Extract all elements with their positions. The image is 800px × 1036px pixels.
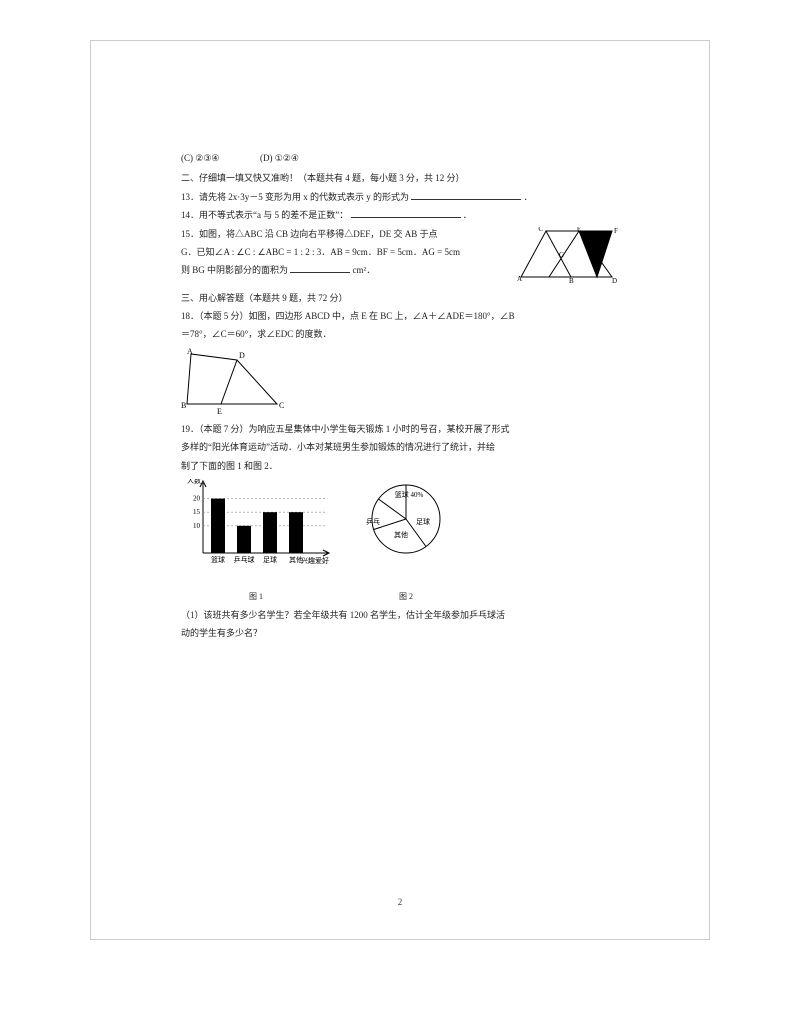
section-3-title: 三、用心解答题（本题共 9 题，共 72 分） [181,291,619,305]
q19-sub1a: （1）该班共有多少名学生？若全年级共有 1200 名学生，估计全年级参加乒乓球活 [181,608,619,622]
svg-text:篮球: 篮球 [211,555,225,564]
svg-text:兴趣爱好: 兴趣爱好 [301,556,329,565]
q14-text: 14．用不等式表示“a 与 5 的差不是正数”： [181,210,348,220]
q18-lbl-b: B [181,401,186,410]
q15-block: C E F A B D G 15．如图，将△ABC 沿 CB 边向右平移得△DE… [181,227,619,285]
q18-lbl-d: D [239,351,245,360]
lbl-c: C [538,227,543,233]
mc-options: (C) ②③④ (D) ①②④ [181,151,619,165]
section-2-title: 二、仔细填一填又快又准哟！（本题共有 4 题，每小题 3 分，共 12 分） [181,171,619,185]
pie-chart-wrap: 篮球 40% 足球其他 乒乓 图 2 [361,479,451,604]
q13-text: 13．请先将 2x·3y－5 变形为用 x 的代数式表示 y 的形式为 [181,192,409,202]
svg-text:乒乓球: 乒乓球 [234,555,255,564]
svg-text:其他: 其他 [289,555,303,564]
pie-caption: 图 2 [361,591,451,604]
page-container: (C) ②③④ (D) ①②④ 二、仔细填一填又快又准哟！（本题共有 4 题，每… [0,0,800,1036]
svg-text:20: 20 [193,495,201,503]
q18-lbl-a: A [187,347,193,356]
choice-d: (D) ①②④ [260,153,299,163]
q19b: 多样的“阳光体育运动”活动．小本对某班男生参加锻炼的情况进行了统计，并绘 [181,440,619,454]
q14-tail: ． [463,210,472,220]
svg-text:篮球 40%: 篮球 40% [395,490,424,499]
svg-text:乒乓: 乒乓 [366,517,380,526]
svg-text:10: 10 [193,522,201,530]
triangle-figure: C E F A B D G [509,227,619,285]
svg-text:人数: 人数 [187,479,201,485]
q13-blank [411,190,521,200]
svg-text:15: 15 [193,508,201,516]
q14: 14．用不等式表示“a 与 5 的差不是正数”： ． [181,208,619,222]
q13: 13．请先将 2x·3y－5 变形为用 x 的代数式表示 y 的形式为 ． [181,190,619,204]
document-sheet: (C) ②③④ (D) ①②④ 二、仔细填一填又快又准哟！（本题共有 4 题，每… [90,40,710,940]
page-number: 2 [91,895,709,909]
q15c-text: 则 BG 中阴影部分的面积为 [181,265,288,275]
q19c: 制了下面的图 1 和图 2． [181,459,619,473]
bar-caption: 图 1 [181,591,331,604]
q19-sub1b: 动的学生有多少名？ [181,626,619,640]
bar-chart-wrap: 人数兴趣爱好 10 15 20 篮球乒乓球足球 其他 图 1 [181,479,331,604]
svg-text:其他: 其他 [394,530,408,539]
q18-lbl-e: E [217,407,222,416]
lbl-g: G [559,251,564,259]
bar-chart: 人数兴趣爱好 10 15 20 篮球乒乓球足球 其他 [181,479,331,589]
q18b: ＝78°，∠C＝60°，求∠EDC 的度数． [181,327,619,341]
q14-blank [351,208,461,218]
q18a: 18．（本题 5 分）如图，四边形 ABCD 中，点 E 在 BC 上，∠A＋∠… [181,309,619,323]
lbl-f: F [614,227,618,235]
pie-chart: 篮球 40% 足球其他 乒乓 [361,479,451,589]
lbl-e: E [577,227,581,233]
lbl-a: A [517,275,522,283]
q19a: 19．（本题 7 分）为响应五星集体中小学生每天锻炼 1 小时的号召，某校开展了… [181,422,619,436]
lbl-d: D [612,277,617,285]
svg-text:足球: 足球 [416,517,430,526]
q18-lbl-c: C [279,401,284,410]
q13-tail: ． [524,192,533,202]
svg-text:足球: 足球 [263,555,277,564]
lbl-b: B [569,277,574,285]
choice-c: (C) ②③④ [181,153,219,163]
q15-blank [290,263,350,273]
quadrilateral-figure: A B C D E [181,346,291,416]
charts-row: 人数兴趣爱好101520篮球乒乓球足球其他 图 1 篮球 40%足球其他乒乓 图… [181,479,619,604]
q15-unit: cm²． [353,265,376,275]
